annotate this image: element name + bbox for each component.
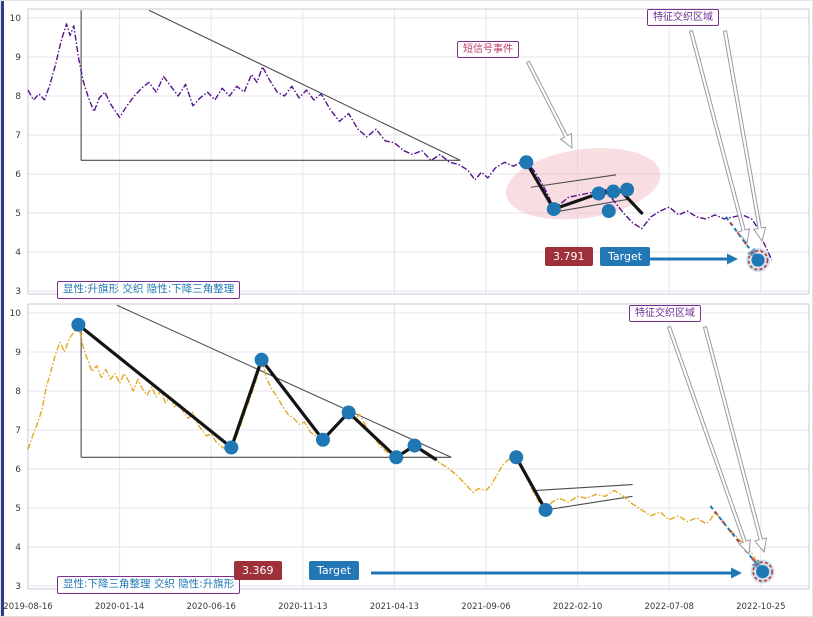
pivot-point: [538, 502, 553, 517]
pivot-point: [519, 155, 534, 170]
svg-text:6: 6: [15, 170, 21, 180]
trend-line: [530, 174, 617, 188]
pattern-label-bottom: 显性:下降三角整理 交织 隐性:升旗形: [57, 576, 241, 594]
svg-text:8: 8: [15, 387, 21, 397]
svg-text:3: 3: [15, 582, 21, 592]
chart-top: 3 4 5 6 7 8 9 10: [10, 8, 810, 297]
svg-text:6: 6: [15, 465, 21, 475]
chart-bottom: 3 4 5 6 7 8 9 10: [10, 303, 810, 592]
svg-text:2021-04-13: 2021-04-13: [370, 602, 419, 612]
svg-text:10: 10: [10, 309, 22, 319]
short-signal-label: 短信号事件: [457, 41, 519, 58]
pattern-segment: [552, 191, 601, 211]
target-value-top: 3.791: [545, 247, 593, 267]
pivot-point: [407, 438, 422, 453]
svg-text:4: 4: [15, 543, 21, 553]
svg-text:5: 5: [15, 504, 21, 514]
target-value-bottom: 3.369: [234, 561, 282, 581]
pattern-segment: [76, 323, 233, 450]
pattern-segment: [524, 160, 556, 211]
svg-text:7: 7: [15, 426, 21, 436]
pivot-point: [389, 450, 404, 465]
pattern-segment: [514, 455, 548, 512]
pivot-point: [606, 184, 621, 199]
svg-text:4: 4: [15, 248, 21, 258]
pivot-point: [620, 182, 635, 197]
annotation-arrow: [666, 325, 751, 556]
svg-text:2020-06-16: 2020-06-16: [186, 602, 235, 612]
bottom-price-series: [27, 324, 764, 572]
trend-line: [545, 495, 633, 511]
pattern-segment: [259, 358, 325, 442]
pattern-label-top: 显性:升旗形 交织 隐性:下降三角整理: [57, 281, 241, 299]
feature-region-label-top: 特征交织区域: [647, 9, 719, 26]
svg-text:2019-08-16: 2019-08-16: [3, 602, 52, 612]
trend-line: [116, 304, 452, 458]
svg-text:2022-10-25: 2022-10-25: [736, 602, 785, 612]
target-point: [751, 253, 765, 267]
svg-text:7: 7: [15, 131, 21, 141]
window-edge-stripe: [1, 1, 4, 616]
svg-text:2022-02-10: 2022-02-10: [553, 602, 602, 612]
pivot-point: [254, 352, 269, 367]
trend-line: [148, 9, 461, 161]
annotation-arrow: [525, 60, 573, 150]
pivot-point: [71, 317, 86, 332]
signal-ellipse: [505, 148, 661, 220]
svg-text:9: 9: [15, 53, 21, 63]
pivot-point: [601, 204, 616, 219]
pivot-point: [546, 202, 561, 217]
target-point: [756, 565, 770, 579]
pivot-point: [224, 440, 239, 455]
pivot-point: [591, 186, 606, 201]
svg-text:2020-11-13: 2020-11-13: [278, 602, 327, 612]
svg-text:10: 10: [10, 14, 22, 24]
target-ring: [747, 249, 769, 271]
trend-line: [553, 198, 629, 213]
pattern-segment: [347, 410, 398, 459]
top-price-series: [27, 23, 773, 261]
svg-text:5: 5: [15, 209, 21, 219]
pivot-point: [315, 432, 330, 447]
svg-text:2020-01-14: 2020-01-14: [95, 602, 144, 612]
target-ring: [752, 561, 773, 582]
svg-text:8: 8: [15, 92, 21, 102]
pivot-point: [341, 405, 356, 420]
svg-text:2021-09-06: 2021-09-06: [461, 602, 510, 612]
annotation-arrow: [722, 30, 767, 243]
pattern-segment: [229, 358, 264, 450]
pivot-point: [509, 450, 524, 465]
annotation-arrow: [702, 325, 768, 554]
target-badge-bottom: Target: [309, 561, 360, 581]
svg-text:3: 3: [15, 287, 21, 297]
feature-region-label-bottom: 特征交织区域: [629, 305, 701, 322]
target-badge-top: Target: [600, 247, 651, 267]
trend-line: [536, 484, 633, 491]
svg-text:2022-07-08: 2022-07-08: [644, 602, 693, 612]
svg-text:9: 9: [15, 348, 21, 358]
annotation-arrow: [688, 29, 751, 245]
